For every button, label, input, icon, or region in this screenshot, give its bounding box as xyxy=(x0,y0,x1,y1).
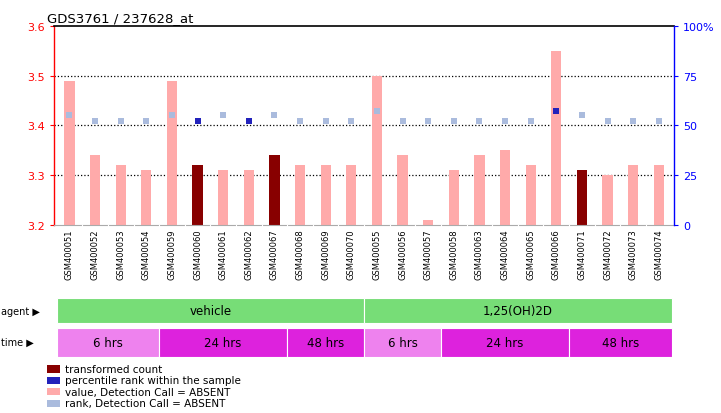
Bar xyxy=(364,298,671,324)
Bar xyxy=(47,399,61,407)
Text: GSM400058: GSM400058 xyxy=(449,229,459,279)
Text: GSM400068: GSM400068 xyxy=(296,229,304,279)
Text: GSM400070: GSM400070 xyxy=(347,229,355,279)
Text: GSM400065: GSM400065 xyxy=(526,229,535,279)
Text: GSM400061: GSM400061 xyxy=(218,229,228,279)
Bar xyxy=(115,166,126,225)
Bar xyxy=(47,377,61,384)
Text: GSM400054: GSM400054 xyxy=(142,229,151,279)
Bar xyxy=(57,328,159,357)
Text: GSM400063: GSM400063 xyxy=(475,229,484,279)
Bar xyxy=(90,156,100,225)
Bar xyxy=(47,388,61,396)
Text: value, Detection Call = ABSENT: value, Detection Call = ABSENT xyxy=(66,387,231,397)
Text: GSM400069: GSM400069 xyxy=(321,229,330,279)
Text: GSM400074: GSM400074 xyxy=(654,229,663,279)
Text: 6 hrs: 6 hrs xyxy=(388,336,417,349)
Bar xyxy=(602,176,613,225)
Text: transformed count: transformed count xyxy=(66,364,162,374)
Bar xyxy=(569,328,671,357)
Bar xyxy=(628,166,638,225)
Bar xyxy=(295,166,305,225)
Text: GSM400051: GSM400051 xyxy=(65,229,74,279)
Bar xyxy=(64,81,74,225)
Bar xyxy=(141,171,151,225)
Bar xyxy=(287,328,364,357)
Text: GSM400073: GSM400073 xyxy=(629,229,637,279)
Bar xyxy=(423,220,433,225)
Bar xyxy=(441,328,569,357)
Text: GSM400057: GSM400057 xyxy=(424,229,433,279)
Bar xyxy=(551,52,562,225)
Bar xyxy=(346,166,356,225)
Bar xyxy=(47,366,61,373)
Bar xyxy=(167,81,177,225)
Bar xyxy=(321,166,331,225)
Bar xyxy=(500,151,510,225)
Bar xyxy=(57,298,364,324)
Text: GSM400064: GSM400064 xyxy=(500,229,510,279)
Text: GSM400067: GSM400067 xyxy=(270,229,279,279)
Text: GSM400066: GSM400066 xyxy=(552,229,561,279)
Text: agent ▶: agent ▶ xyxy=(1,306,40,316)
Text: 48 hrs: 48 hrs xyxy=(307,336,345,349)
Text: GSM400053: GSM400053 xyxy=(116,229,125,279)
Bar xyxy=(270,156,280,225)
Text: GDS3761 / 237628_at: GDS3761 / 237628_at xyxy=(47,12,193,25)
Bar xyxy=(474,156,485,225)
Text: GSM400062: GSM400062 xyxy=(244,229,253,279)
Text: percentile rank within the sample: percentile rank within the sample xyxy=(66,375,241,385)
Text: GSM400060: GSM400060 xyxy=(193,229,202,279)
Text: GSM400055: GSM400055 xyxy=(373,229,381,279)
Bar xyxy=(372,76,382,225)
Text: 48 hrs: 48 hrs xyxy=(602,336,639,349)
Text: GSM400072: GSM400072 xyxy=(603,229,612,279)
Bar xyxy=(159,328,287,357)
Bar xyxy=(448,171,459,225)
Text: vehicle: vehicle xyxy=(190,304,231,317)
Text: GSM400052: GSM400052 xyxy=(91,229,99,279)
Text: 6 hrs: 6 hrs xyxy=(93,336,123,349)
Text: GSM400059: GSM400059 xyxy=(167,229,177,279)
Bar xyxy=(577,171,587,225)
Text: 24 hrs: 24 hrs xyxy=(487,336,523,349)
Bar xyxy=(218,171,229,225)
Bar xyxy=(193,166,203,225)
Bar xyxy=(244,171,254,225)
Text: rank, Detection Call = ABSENT: rank, Detection Call = ABSENT xyxy=(66,398,226,408)
Bar xyxy=(364,328,441,357)
Text: 24 hrs: 24 hrs xyxy=(205,336,242,349)
Text: GSM400056: GSM400056 xyxy=(398,229,407,279)
Text: 1,25(OH)2D: 1,25(OH)2D xyxy=(483,304,553,317)
Text: GSM400071: GSM400071 xyxy=(578,229,586,279)
Bar xyxy=(526,166,536,225)
Bar xyxy=(397,156,407,225)
Bar xyxy=(654,166,664,225)
Text: time ▶: time ▶ xyxy=(1,337,34,347)
